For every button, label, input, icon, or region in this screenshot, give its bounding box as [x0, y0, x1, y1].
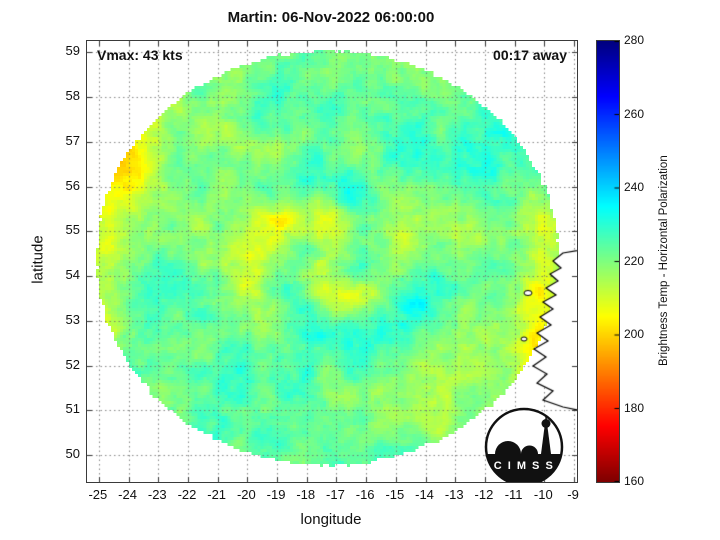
- logo-antenna-icon: [545, 413, 547, 420]
- colorbar: [596, 40, 620, 483]
- y-tick-label: 50: [65, 446, 80, 462]
- cimss-logo: C I M S S: [484, 407, 564, 482]
- x-tick-label: -9: [567, 487, 579, 502]
- colorbar-tick-label: 200: [624, 327, 645, 341]
- time-away-annotation: 00:17 away: [493, 47, 567, 63]
- x-tick-label: -20: [236, 487, 256, 502]
- y-tick-label: 59: [65, 43, 80, 59]
- x-tick-label: -10: [533, 487, 553, 502]
- colorbar-label: Brightness Temp - Horizontal Polarizatio…: [658, 155, 670, 366]
- colorbar-tick-label: 240: [624, 180, 645, 194]
- x-tick-label: -19: [266, 487, 286, 502]
- logo-dome-small-icon: [521, 445, 538, 454]
- plot-area: Vmax: 43 kts 00:17 away C I M S S: [86, 40, 578, 483]
- colorbar-tick-label: 180: [624, 400, 645, 415]
- vmax-annotation: Vmax: 43 kts: [97, 47, 183, 63]
- y-tick-label: 53: [65, 311, 80, 327]
- x-tick-label: -11: [504, 487, 523, 502]
- x-tick-label: -12: [474, 487, 494, 502]
- x-tick-label: -24: [118, 487, 137, 502]
- y-tick-label: 55: [65, 222, 80, 238]
- y-tick-label: 58: [65, 87, 80, 103]
- y-tick-label: 54: [65, 267, 80, 283]
- colorbar-tick-label: 260: [624, 106, 645, 121]
- chart-title: Martin: 06-Nov-2022 06:00:00: [227, 9, 435, 26]
- y-tick-label: 51: [65, 401, 80, 417]
- x-axis-label: longitude: [300, 511, 362, 528]
- logo-tower-icon: [541, 427, 551, 454]
- colorbar-tick-label: 220: [624, 253, 645, 268]
- x-tick-label: -16: [355, 487, 375, 502]
- grid-coastline-overlay-canvas: [87, 41, 577, 482]
- logo-tower-dome-icon: [541, 419, 551, 428]
- colorbar-tick-label: 160: [624, 474, 645, 488]
- x-tick-label: -15: [385, 487, 405, 502]
- x-tick-label: -23: [147, 487, 167, 502]
- x-tick-label: -21: [207, 487, 227, 502]
- x-tick-label: -22: [177, 487, 197, 502]
- y-tick-label: 57: [65, 132, 80, 148]
- cimss-logo-text: C I M S S: [494, 460, 555, 472]
- x-tick-label: -18: [296, 487, 316, 502]
- colorbar-tick-label: 280: [624, 33, 645, 47]
- y-tick-label: 56: [65, 177, 80, 193]
- logo-dome-large-icon: [495, 441, 521, 454]
- y-tick-label: 52: [65, 356, 80, 372]
- x-tick-label: -25: [88, 487, 108, 502]
- x-tick-label: -14: [415, 487, 434, 502]
- x-tick-label: -17: [326, 487, 345, 502]
- colorbar-gradient-canvas: [597, 41, 619, 482]
- x-tick-label: -13: [444, 487, 464, 502]
